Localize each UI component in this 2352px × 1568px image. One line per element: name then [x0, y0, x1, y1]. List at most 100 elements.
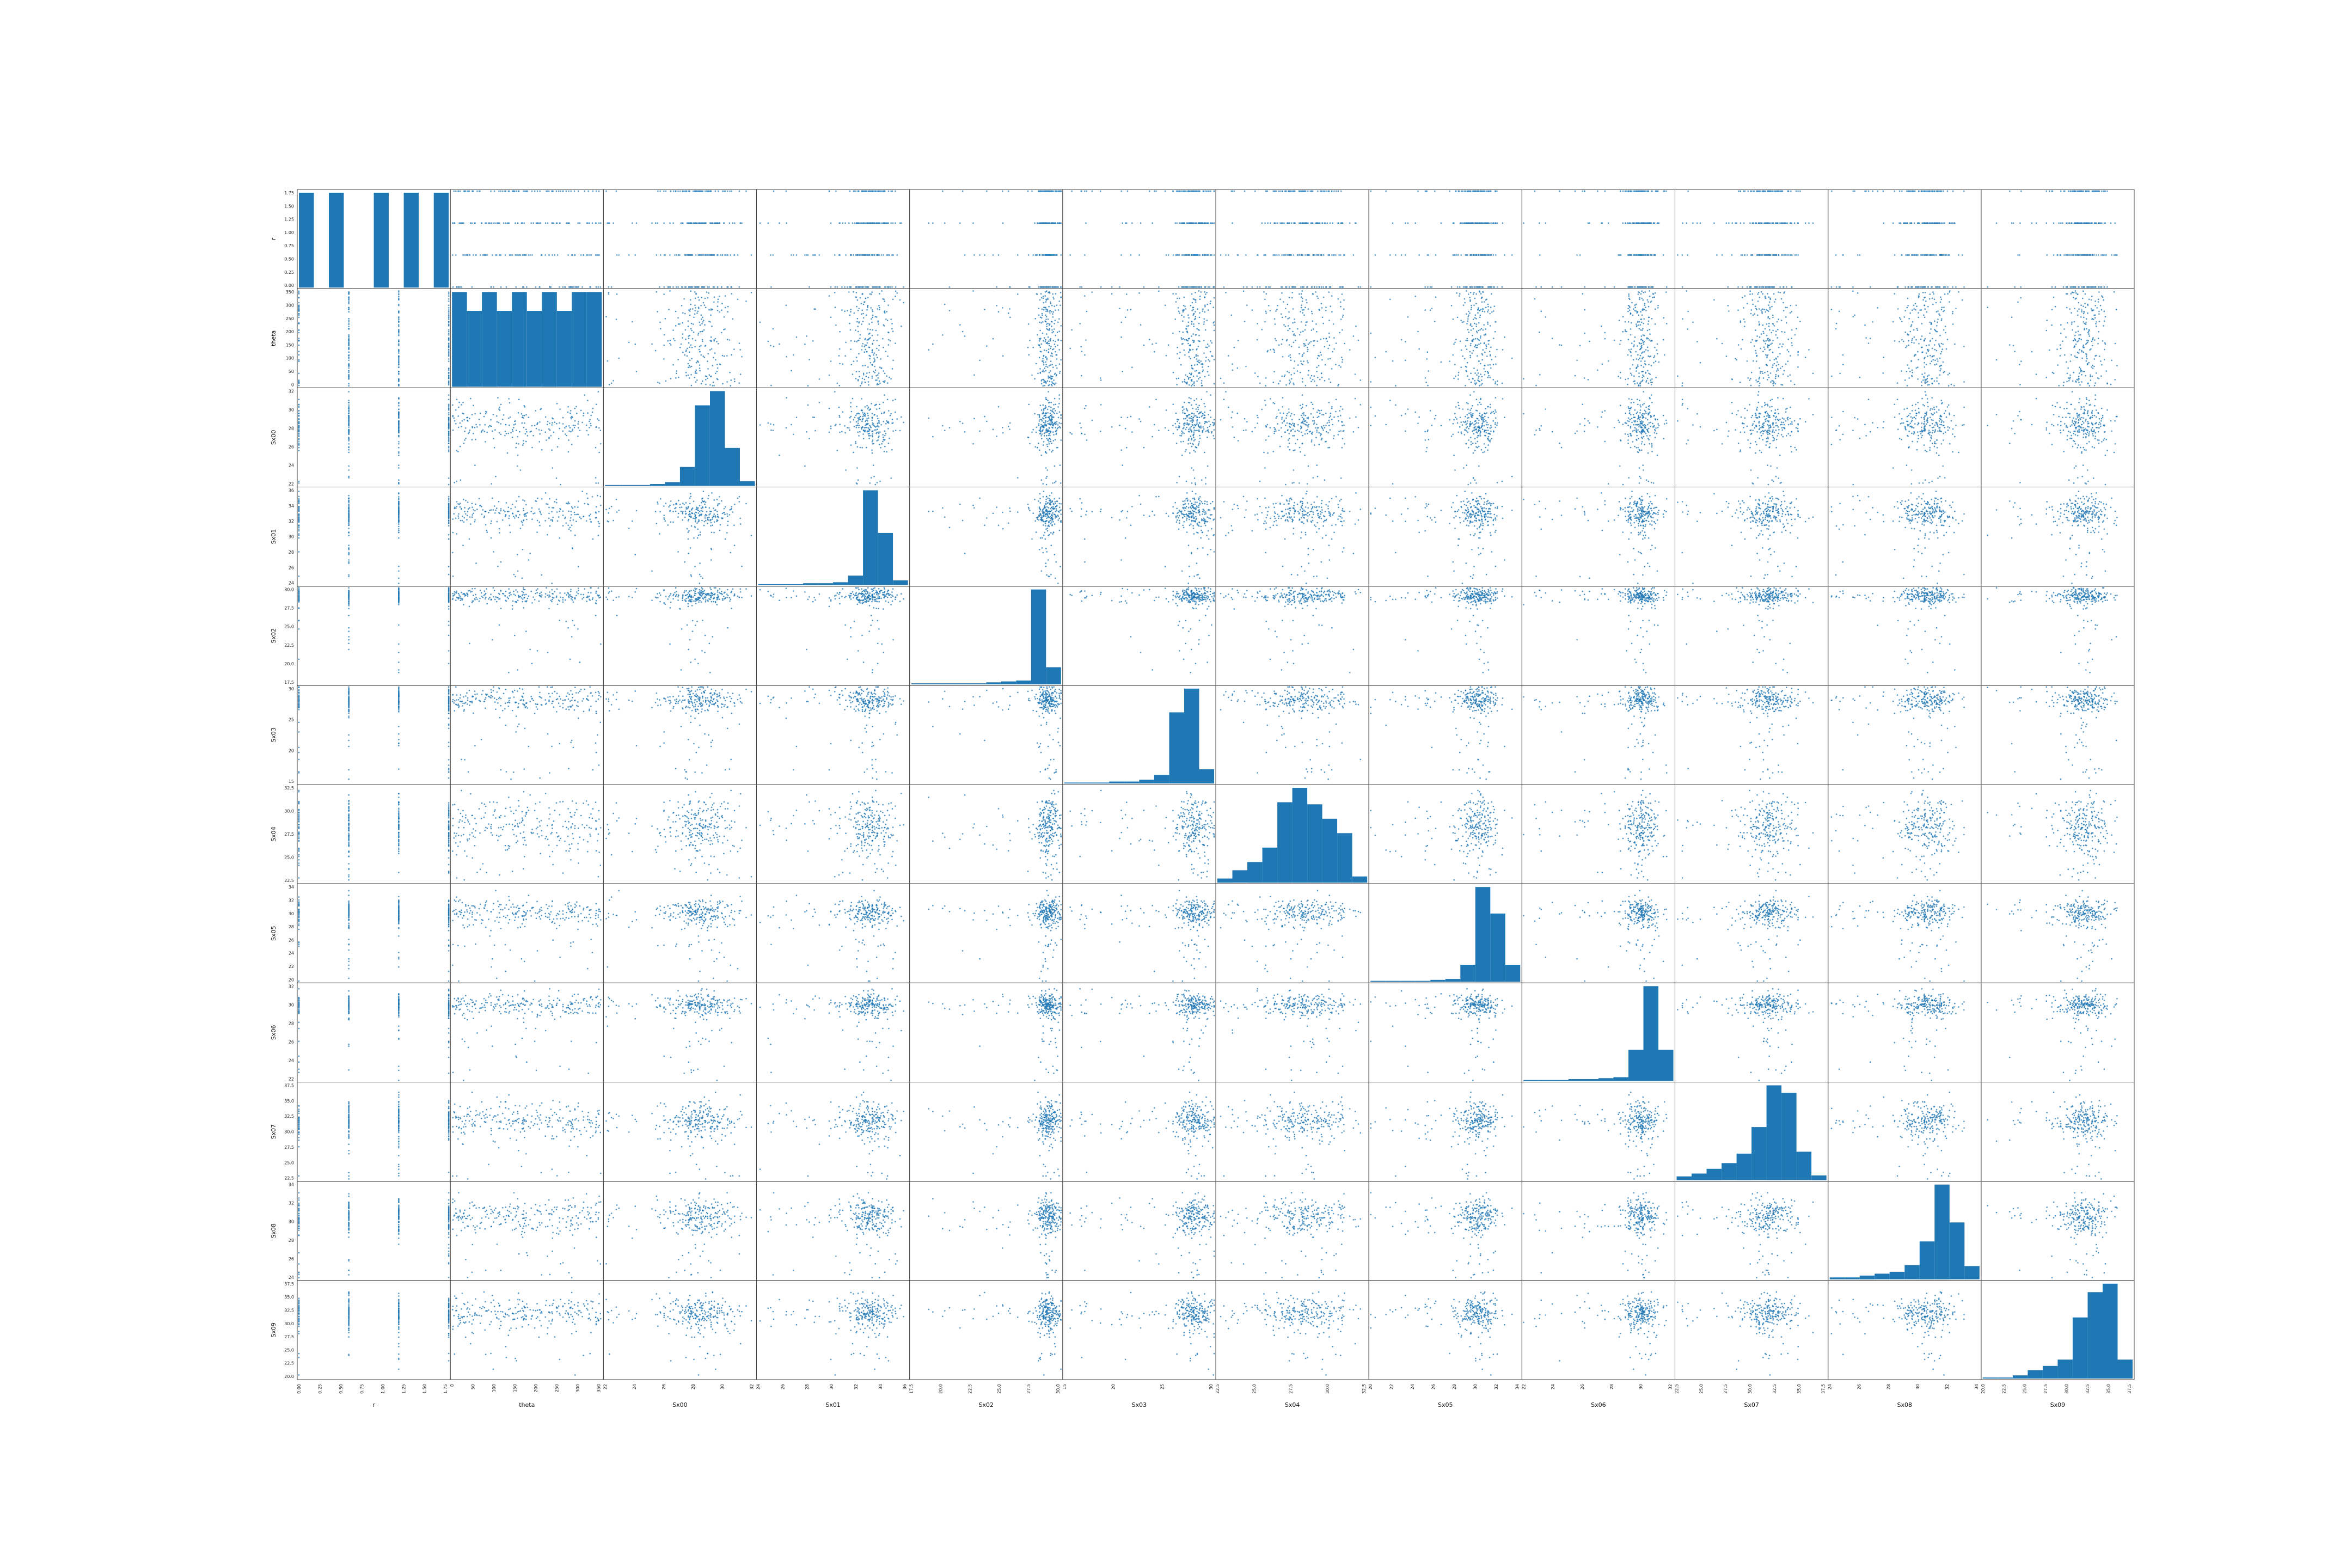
scatter-point	[1321, 377, 1323, 378]
scatter-point	[685, 350, 687, 351]
scatter-point	[737, 299, 739, 301]
scatter-point	[1204, 311, 1206, 313]
scatter-point	[1318, 365, 1320, 366]
scatter-point	[892, 330, 894, 332]
scatter-point	[1279, 191, 1281, 192]
scatter-point	[1054, 328, 1055, 330]
scatter-point	[1232, 363, 1233, 365]
scatter-point	[1308, 370, 1309, 372]
scatter-point	[1031, 375, 1033, 376]
scatter-point	[1190, 377, 1191, 378]
scatter-point	[1270, 222, 1271, 224]
scatter-point	[1034, 318, 1036, 320]
scatter-point	[1055, 341, 1056, 342]
scatter-point	[1048, 348, 1050, 350]
scatter-point	[398, 384, 400, 385]
scatter-point	[2101, 191, 2103, 192]
scatter-point	[1292, 331, 1294, 333]
scatter-point	[699, 191, 701, 192]
scatter-point	[1202, 366, 1203, 368]
scatter-point	[856, 360, 858, 362]
scatter-point	[537, 222, 538, 224]
scatter-point	[1336, 342, 1337, 344]
scatter-point	[2013, 222, 2014, 224]
scatter-point	[683, 191, 685, 192]
scatter-point	[1657, 222, 1658, 224]
scatter-point	[448, 329, 450, 331]
scatter-point	[1649, 296, 1651, 297]
scatter-point	[695, 222, 696, 224]
scatter-point	[1199, 296, 1201, 297]
scatter-point	[1497, 286, 1498, 288]
scatter-point	[1053, 379, 1055, 381]
scatter-point	[523, 254, 524, 256]
scatter-point	[1921, 191, 1922, 192]
scatter-point	[1852, 191, 1854, 192]
scatter-point	[2056, 254, 2058, 256]
scatter-point	[993, 254, 994, 256]
scatter-point	[1034, 378, 1036, 379]
scatter-point	[877, 357, 878, 358]
scatter-point	[398, 351, 400, 353]
scatter-point	[545, 222, 547, 224]
scatter-point	[887, 382, 889, 384]
scatter-point	[1742, 254, 1743, 256]
scatter-point	[1158, 290, 1160, 292]
scatter-point	[1303, 360, 1304, 362]
scatter-point	[895, 342, 896, 344]
cell-frame	[1828, 189, 1981, 289]
scatter-point	[1655, 308, 1656, 310]
scatter-point	[482, 254, 484, 256]
scatter-point	[871, 318, 872, 320]
scatter-point	[2081, 254, 2083, 256]
scatter-point	[1341, 357, 1343, 358]
scatter-point	[1915, 286, 1916, 288]
scatter-point	[1046, 299, 1048, 301]
scatter-point	[1321, 286, 1322, 288]
scatter-point	[862, 343, 863, 345]
scatter-point	[1477, 370, 1478, 371]
scatter-point	[2093, 254, 2095, 256]
scatter-point	[873, 352, 875, 354]
scatter-point	[1478, 376, 1480, 377]
scatter-point	[1932, 191, 1934, 192]
scatter-point	[717, 379, 719, 381]
scatter-point	[1637, 382, 1638, 384]
scatter-point	[1343, 308, 1345, 310]
scatter-point	[1195, 286, 1196, 288]
scatter-point	[705, 384, 707, 385]
scatter-point	[558, 191, 560, 192]
scatter-point	[850, 311, 852, 313]
scatter-point	[1794, 254, 1796, 256]
scatter-point	[1199, 377, 1201, 378]
scatter-point	[1196, 358, 1198, 360]
scatter-point	[689, 222, 691, 224]
scatter-point	[1914, 222, 1915, 224]
hist-bar	[542, 292, 557, 387]
scatter-point	[796, 336, 798, 338]
scatter-point	[1344, 343, 1345, 345]
scatter-point	[1196, 348, 1198, 350]
scatter-point	[751, 254, 752, 256]
scatter-point	[715, 372, 716, 374]
scatter-point	[1504, 254, 1505, 256]
scatter-point	[1193, 340, 1195, 341]
scatter-point	[1464, 286, 1466, 288]
scatter-point	[2098, 286, 2100, 288]
scatter-point	[731, 191, 732, 192]
scatter-point	[2085, 222, 2086, 224]
scatter-point	[1045, 310, 1047, 312]
scatter-point	[466, 254, 468, 256]
scatter-point	[298, 373, 300, 375]
scatter-point	[855, 329, 856, 331]
scatter-point	[1642, 375, 1644, 376]
scatter-point	[448, 311, 450, 313]
scatter-point	[714, 352, 716, 354]
scatter-point	[685, 351, 687, 352]
scatter-point	[806, 254, 807, 256]
scatter-point	[1328, 320, 1330, 321]
scatter-point	[486, 254, 488, 256]
scatter-point	[1194, 364, 1196, 366]
scatter-point	[1304, 307, 1306, 308]
scatter-point	[1464, 358, 1466, 359]
